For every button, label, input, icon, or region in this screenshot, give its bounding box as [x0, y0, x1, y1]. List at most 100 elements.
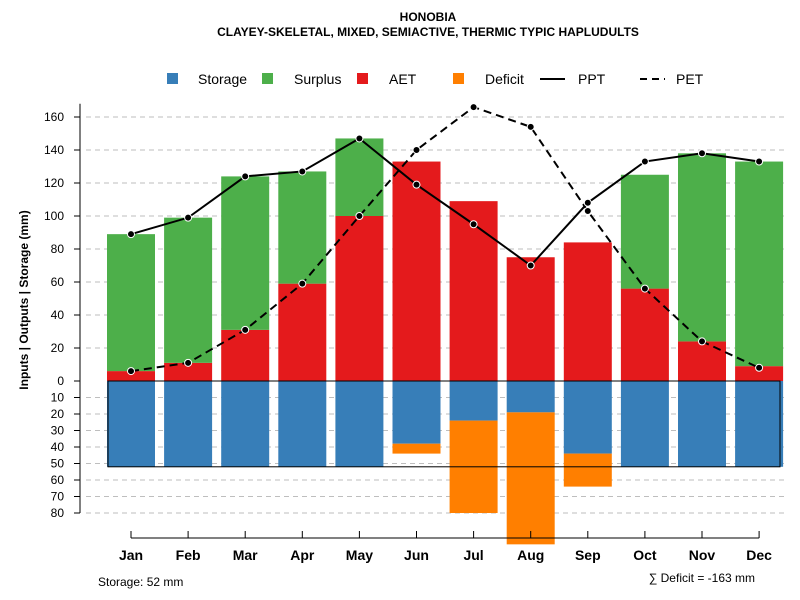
surplus-bar	[735, 161, 784, 367]
storage-bar	[392, 381, 441, 444]
aet-bar	[278, 283, 327, 381]
legend-swatch-storage	[167, 73, 178, 84]
legend-label-pet: PET	[676, 71, 704, 87]
storage-bar	[506, 381, 555, 413]
legend-label-aet: AET	[389, 71, 417, 87]
pet-line-point	[412, 146, 421, 154]
y-tick-label: 80	[51, 242, 65, 256]
storage-bar	[449, 381, 498, 421]
x-tick-label-may: May	[346, 547, 373, 563]
pet-line	[130, 105, 760, 373]
y-tick-label: 70	[51, 490, 65, 504]
aet-bar	[563, 242, 612, 381]
surplus-bar	[107, 234, 155, 372]
storage-bar	[107, 381, 155, 467]
x-tick-label-feb: Feb	[176, 547, 201, 563]
y-tick-label: 60	[51, 275, 65, 289]
x-tick-label-dec: Dec	[746, 547, 772, 563]
ppt-line-point	[127, 230, 135, 239]
x-tick-label-apr: Apr	[290, 547, 315, 563]
ppt-line-point	[355, 134, 364, 143]
ppt-line-point	[526, 261, 535, 270]
surplus-bar	[678, 153, 726, 342]
aet-bar	[449, 201, 498, 381]
y-tick-label: 140	[44, 143, 64, 157]
pet-line-point	[526, 122, 535, 131]
pet-line-point	[184, 358, 193, 367]
pet-line-point	[583, 207, 592, 216]
y-tick-label: 0	[57, 374, 64, 388]
storage-bar	[278, 381, 327, 467]
x-tick-label-nov: Nov	[689, 547, 716, 563]
surplus-bar	[278, 171, 327, 284]
y-tick-label: 160	[44, 110, 64, 124]
aet-bar	[678, 341, 726, 381]
y-tick-label: 40	[51, 308, 65, 322]
y-tick-label: 10	[51, 391, 65, 405]
ppt-line-point	[583, 198, 592, 207]
storage-bar	[735, 381, 784, 467]
y-tick-label: 100	[44, 209, 64, 223]
x-tick-label-aug: Aug	[517, 547, 544, 563]
x-tick-label-jul: Jul	[463, 547, 483, 563]
pet-line-point	[298, 279, 307, 288]
y-tick-label: 20	[51, 341, 65, 355]
ppt-line-point	[298, 167, 307, 176]
pet-line-point	[355, 212, 364, 220]
storage-bar	[164, 381, 213, 467]
storage-bar	[335, 381, 384, 467]
surplus-bar	[221, 176, 270, 330]
aet-bar	[735, 366, 784, 381]
y-tick-label: 30	[51, 424, 65, 438]
surplus-bar	[620, 174, 669, 289]
storage-footnote: Storage: 52 mm	[98, 575, 183, 589]
ppt-line-point	[184, 213, 193, 222]
surplus-bar	[164, 217, 213, 363]
aet-bar	[506, 257, 555, 381]
deficit-sum-footnote: ∑ Deficit = -163 mm	[649, 571, 755, 585]
pet-line-point	[241, 325, 250, 334]
aet-bar	[221, 329, 270, 381]
ppt-line-point	[755, 157, 764, 166]
chart-title: HONOBIA	[400, 10, 457, 24]
y-tick-label: 40	[51, 440, 65, 454]
legend-swatch-aet	[357, 73, 368, 84]
ppt-line-point	[469, 220, 478, 229]
y-tick-label: 80	[51, 506, 65, 520]
aet-bar	[107, 371, 155, 381]
x-tick-label-sep: Sep	[575, 547, 601, 563]
legend-label-surplus: Surplus	[294, 71, 341, 87]
ppt-line-point	[241, 172, 250, 181]
aet-bar	[620, 288, 669, 381]
legend-label-deficit: Deficit	[485, 71, 524, 87]
surplus-bar	[335, 138, 384, 216]
deficit-bar	[563, 453, 612, 487]
legend-label-storage: Storage	[198, 71, 247, 87]
deficit-bar	[506, 412, 555, 545]
y-tick-label: 60	[51, 473, 65, 487]
pet-line-point	[640, 284, 649, 293]
x-tick-label-mar: Mar	[233, 547, 258, 563]
legend-swatch-deficit	[453, 73, 464, 84]
pet-line-point	[698, 337, 706, 346]
storage-bar	[221, 381, 270, 467]
storage-bar	[620, 381, 669, 467]
aet-bar	[392, 161, 441, 381]
aet-bar	[335, 216, 384, 381]
x-tick-label-jun: Jun	[404, 547, 429, 563]
storage-bar	[563, 381, 612, 454]
x-tick-label-oct: Oct	[633, 547, 657, 563]
ppt-line-point	[698, 149, 706, 158]
pet-line-point	[469, 103, 478, 112]
ppt-line-point	[640, 157, 649, 166]
deficit-bar	[392, 443, 441, 454]
aet-bar	[164, 362, 213, 381]
y-tick-label: 120	[44, 176, 64, 190]
y-tick-label: 50	[51, 457, 65, 471]
y-tick-label: 20	[51, 407, 65, 421]
storage-capacity-outline	[107, 380, 781, 468]
legend-swatch-surplus	[262, 73, 273, 84]
y-axis-label: Inputs | Outputs | Storage (mm)	[17, 210, 31, 389]
ppt-line	[130, 137, 760, 267]
